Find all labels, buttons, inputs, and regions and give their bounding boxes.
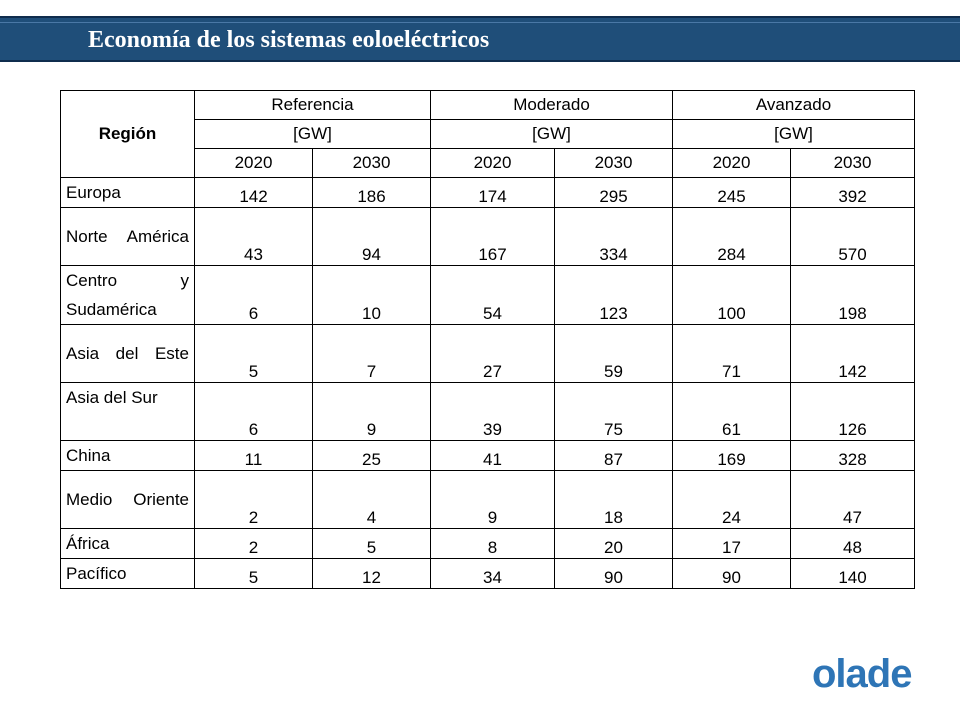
value-cell: 54 [430,265,555,325]
value-cell: 5 [312,528,431,559]
value-cell: 43 [194,207,313,266]
year-header: 2020 [430,148,555,178]
value-cell: 12 [312,558,431,589]
table-row: China 11 25 41 87 169 328 [60,440,915,471]
value-cell: 87 [554,440,673,471]
value-cell: 41 [430,440,555,471]
value-cell: 142 [790,324,915,383]
value-cell: 6 [194,382,313,441]
value-cell: 39 [430,382,555,441]
value-cell: 90 [672,558,791,589]
value-cell: 123 [554,265,673,325]
value-cell: 18 [554,470,673,529]
region-column-header: Región [60,90,195,178]
unit-header: [GW] [672,119,915,149]
value-cell: 17 [672,528,791,559]
table-row: Norte América 43 94 167 334 284 570 [60,207,915,266]
value-cell: 126 [790,382,915,441]
value-cell: 4 [312,470,431,529]
value-cell: 5 [194,558,313,589]
table-row: África 2 5 8 20 17 48 [60,528,915,559]
value-cell: 2 [194,470,313,529]
value-cell: 11 [194,440,313,471]
value-cell: 75 [554,382,673,441]
value-cell: 245 [672,177,791,208]
value-cell: 48 [790,528,915,559]
value-cell: 140 [790,558,915,589]
region-cell: Asia del Sur [60,382,195,441]
value-cell: 9 [430,470,555,529]
year-header: 2030 [312,148,431,178]
region-cell: Norte América [60,207,195,266]
value-cell: 47 [790,470,915,529]
scenario-header-referencia: Referencia [194,90,431,120]
region-cell: Pacífico [60,558,195,589]
value-cell: 20 [554,528,673,559]
value-cell: 5 [194,324,313,383]
value-cell: 284 [672,207,791,266]
region-cell: África [60,528,195,559]
value-cell: 25 [312,440,431,471]
value-cell: 9 [312,382,431,441]
table-row: Centro y Sudamérica 6 10 54 123 100 198 [60,265,915,325]
value-cell: 186 [312,177,431,208]
value-cell: 59 [554,324,673,383]
table-row: Europa 142 186 174 295 245 392 [60,177,915,208]
value-cell: 90 [554,558,673,589]
wind-capacity-table: Región Referencia Moderado Avanzado [GW]… [60,90,915,589]
table-row: Asia del Sur 6 9 39 75 61 126 [60,382,915,441]
value-cell: 198 [790,265,915,325]
value-cell: 61 [672,382,791,441]
olade-logo-icon: olade [812,652,912,696]
slide-title: Economía de los sistemas eoloeléctricos [88,27,490,53]
year-header: 2030 [554,148,673,178]
value-cell: 328 [790,440,915,471]
table-row: Pacífico 5 12 34 90 90 140 [60,558,915,589]
value-cell: 8 [430,528,555,559]
value-cell: 94 [312,207,431,266]
unit-header: [GW] [194,119,431,149]
title-bar: Economía de los sistemas eoloeléctricos [0,16,960,62]
value-cell: 174 [430,177,555,208]
value-cell: 27 [430,324,555,383]
table-row: Asia del Este 5 7 27 59 71 142 [60,324,915,383]
value-cell: 34 [430,558,555,589]
unit-header: [GW] [430,119,673,149]
year-header: 2020 [194,148,313,178]
region-cell: Centro y Sudamérica [60,265,195,325]
value-cell: 10 [312,265,431,325]
value-cell: 295 [554,177,673,208]
value-cell: 142 [194,177,313,208]
value-cell: 334 [554,207,673,266]
value-cell: 169 [672,440,791,471]
olade-logo-text: olade [812,652,911,696]
value-cell: 6 [194,265,313,325]
region-cell: Asia del Este [60,324,195,383]
title-bar-stripe [0,22,960,23]
scenario-header-avanzado: Avanzado [672,90,915,120]
table-body: Europa 142 186 174 295 245 392 Norte América 43 9… [60,177,915,589]
value-cell: 71 [672,324,791,383]
value-cell: 7 [312,324,431,383]
value-cell: 24 [672,470,791,529]
value-cell: 392 [790,177,915,208]
region-cell: Europa [60,177,195,208]
year-header: 2020 [672,148,791,178]
value-cell: 2 [194,528,313,559]
value-cell: 167 [430,207,555,266]
region-cell: Medio Oriente [60,470,195,529]
table-row: Medio Oriente 2 4 9 18 24 47 [60,470,915,529]
year-header: 2030 [790,148,915,178]
scenario-header-moderado: Moderado [430,90,673,120]
value-cell: 570 [790,207,915,266]
value-cell: 100 [672,265,791,325]
region-cell: China [60,440,195,471]
